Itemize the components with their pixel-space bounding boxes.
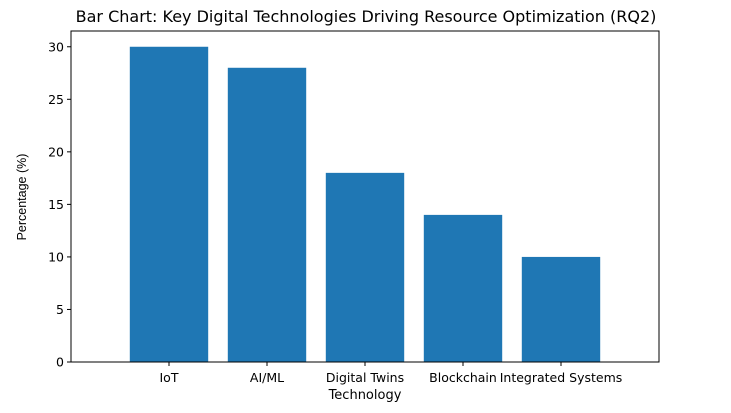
y-axis: 0 5 10 15 20 25 30 (48, 39, 71, 370)
y-tick-label-5: 5 (56, 302, 64, 317)
x-tick-label-blockchain: Blockchain (429, 370, 497, 385)
x-tick-label-iot: IoT (160, 370, 179, 385)
bar-blockchain (423, 214, 503, 362)
bar-integrated-systems (521, 256, 601, 362)
y-tick-label-10: 10 (48, 249, 64, 264)
x-tick-label-integrated-systems: Integrated Systems (500, 370, 623, 385)
bars-layer (129, 46, 601, 363)
x-axis: IoT AI/ML Digital Twins Blockchain Integrate… (160, 362, 623, 385)
y-tick-label-20: 20 (48, 144, 64, 159)
y-tick-label-0: 0 (56, 355, 64, 370)
bar-digital-twins (325, 172, 405, 362)
y-axis-label: Percentage (%) (15, 154, 29, 241)
chart-title: Bar Chart: Key Digital Technologies Driv… (76, 7, 657, 26)
x-axis-label: Technology (328, 388, 402, 403)
bar-ai-ml (227, 67, 307, 363)
bar-iot (129, 46, 209, 363)
y-tick-label-30: 30 (48, 39, 64, 54)
y-tick-label-25: 25 (48, 92, 64, 107)
x-tick-label-digital-twins: Digital Twins (326, 370, 404, 385)
y-tick-label-15: 15 (48, 197, 64, 212)
x-tick-label-ai-ml: AI/ML (250, 370, 284, 385)
